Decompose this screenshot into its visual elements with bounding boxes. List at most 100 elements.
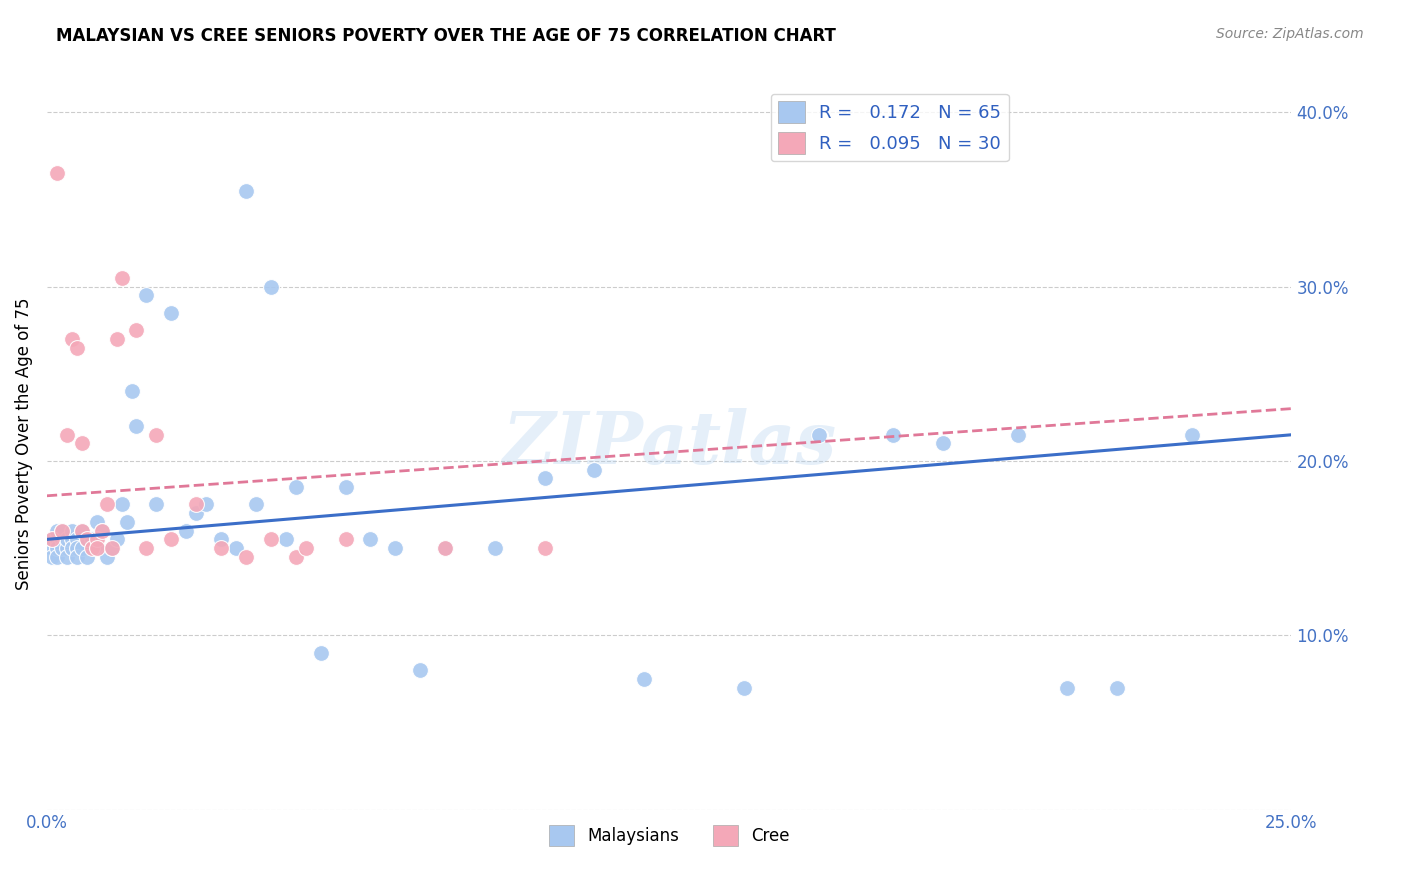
Point xyxy=(86,533,108,547)
Point xyxy=(807,427,830,442)
Point xyxy=(195,498,218,512)
Point xyxy=(160,306,183,320)
Point xyxy=(51,524,73,538)
Point xyxy=(284,549,307,564)
Point xyxy=(96,498,118,512)
Point xyxy=(105,533,128,547)
Point xyxy=(110,498,132,512)
Point xyxy=(359,533,381,547)
Point xyxy=(309,646,332,660)
Point xyxy=(51,533,73,547)
Point xyxy=(45,541,67,555)
Point xyxy=(274,533,297,547)
Point xyxy=(121,384,143,399)
Text: ZIPatlas: ZIPatlas xyxy=(502,408,837,479)
Point xyxy=(96,549,118,564)
Point xyxy=(41,541,63,555)
Point xyxy=(105,332,128,346)
Point xyxy=(125,323,148,337)
Point xyxy=(260,533,283,547)
Point xyxy=(174,524,197,538)
Point xyxy=(66,541,89,555)
Point xyxy=(110,271,132,285)
Point xyxy=(125,419,148,434)
Text: MALAYSIAN VS CREE SENIORS POVERTY OVER THE AGE OF 75 CORRELATION CHART: MALAYSIAN VS CREE SENIORS POVERTY OVER T… xyxy=(56,27,837,45)
Point xyxy=(484,541,506,555)
Point xyxy=(186,506,208,520)
Point xyxy=(66,341,89,355)
Point xyxy=(70,524,93,538)
Point xyxy=(90,524,112,538)
Point xyxy=(294,541,316,555)
Point xyxy=(56,549,79,564)
Point xyxy=(115,515,138,529)
Point xyxy=(209,541,232,555)
Point xyxy=(186,498,208,512)
Point xyxy=(90,524,112,538)
Point xyxy=(51,541,73,555)
Point xyxy=(235,549,257,564)
Point xyxy=(100,541,122,555)
Point xyxy=(1107,681,1129,695)
Point xyxy=(1007,427,1029,442)
Point xyxy=(335,480,357,494)
Point xyxy=(1056,681,1078,695)
Point xyxy=(145,427,167,442)
Point xyxy=(86,541,108,555)
Point xyxy=(70,436,93,450)
Point xyxy=(882,427,904,442)
Point xyxy=(56,427,79,442)
Point xyxy=(284,480,307,494)
Point xyxy=(135,288,157,302)
Point xyxy=(86,515,108,529)
Y-axis label: Seniors Poverty Over the Age of 75: Seniors Poverty Over the Age of 75 xyxy=(15,297,32,590)
Point xyxy=(235,184,257,198)
Point xyxy=(45,533,67,547)
Point xyxy=(45,524,67,538)
Point xyxy=(76,549,98,564)
Point xyxy=(260,279,283,293)
Point xyxy=(409,663,432,677)
Point xyxy=(60,533,83,547)
Point xyxy=(70,524,93,538)
Point xyxy=(56,541,79,555)
Point xyxy=(335,533,357,547)
Point xyxy=(135,541,157,555)
Point xyxy=(384,541,406,555)
Point xyxy=(45,166,67,180)
Text: Source: ZipAtlas.com: Source: ZipAtlas.com xyxy=(1216,27,1364,41)
Point xyxy=(66,533,89,547)
Point xyxy=(633,672,655,686)
Point xyxy=(41,533,63,547)
Point xyxy=(86,541,108,555)
Point xyxy=(160,533,183,547)
Point xyxy=(76,533,98,547)
Point xyxy=(51,524,73,538)
Point xyxy=(45,549,67,564)
Point xyxy=(533,471,555,485)
Point xyxy=(100,541,122,555)
Legend: R =   0.172   N = 65, R =   0.095   N = 30: R = 0.172 N = 65, R = 0.095 N = 30 xyxy=(770,94,1008,161)
Point xyxy=(70,541,93,555)
Point xyxy=(225,541,247,555)
Point xyxy=(533,541,555,555)
Point xyxy=(245,498,267,512)
Point xyxy=(1181,427,1204,442)
Point xyxy=(41,533,63,547)
Point xyxy=(434,541,457,555)
Point xyxy=(66,549,89,564)
Point xyxy=(733,681,755,695)
Point xyxy=(41,549,63,564)
Point xyxy=(932,436,955,450)
Point xyxy=(583,462,606,476)
Point xyxy=(76,533,98,547)
Point xyxy=(60,524,83,538)
Point xyxy=(60,541,83,555)
Point xyxy=(80,541,103,555)
Point xyxy=(209,533,232,547)
Point xyxy=(434,541,457,555)
Point xyxy=(60,332,83,346)
Point xyxy=(145,498,167,512)
Point xyxy=(56,533,79,547)
Point xyxy=(80,533,103,547)
